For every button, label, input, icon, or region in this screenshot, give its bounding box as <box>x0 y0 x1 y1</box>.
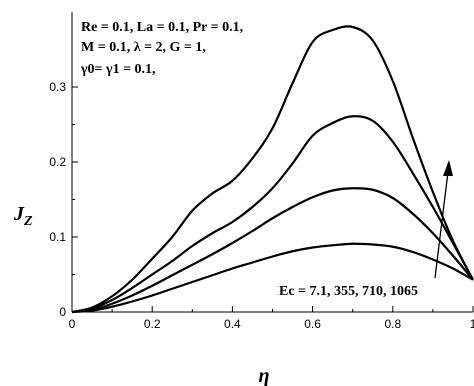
y-tick-label: 0 <box>59 305 66 319</box>
x-tick-label: 0 <box>69 317 76 331</box>
plot-frame <box>71 12 473 313</box>
params-line-1: Re = 0.1, La = 0.1, Pr = 0.1, <box>81 20 243 35</box>
x-axis-label: η <box>259 365 270 386</box>
y-axis-label: JZ <box>13 203 33 229</box>
params-line-2: M = 0.1, λ = 2, G = 1, <box>81 40 206 55</box>
x-tick-label: 0.6 <box>304 317 321 331</box>
x-tick-label: 1 <box>470 317 474 331</box>
increase-arrow <box>434 160 453 279</box>
x-tick-label: 0.4 <box>224 317 241 331</box>
series-line-2 <box>71 187 474 314</box>
series-line-4 <box>71 25 474 314</box>
y-tick-label: 0.2 <box>49 155 66 169</box>
series-line-3 <box>71 115 474 314</box>
axis-ticks: 0 0.2 0.4 0.6 0.8 1 0 0.1 0.2 0.3 <box>49 80 474 331</box>
y-tick-label: 0.3 <box>49 80 66 94</box>
params-line-3: γ0= γ1 = 0.1, <box>80 62 156 77</box>
y-axis-label-main: J <box>13 203 25 225</box>
series-label: Ec = 7.1, 355, 710, 1065 <box>279 284 418 299</box>
x-tick-label: 0.8 <box>384 317 401 331</box>
y-tick-label: 0.1 <box>49 230 66 244</box>
x-tick-label: 0.2 <box>144 317 161 331</box>
y-axis-label-sub: Z <box>23 214 33 229</box>
series-lines <box>71 25 474 314</box>
series-line-1 <box>71 242 474 314</box>
